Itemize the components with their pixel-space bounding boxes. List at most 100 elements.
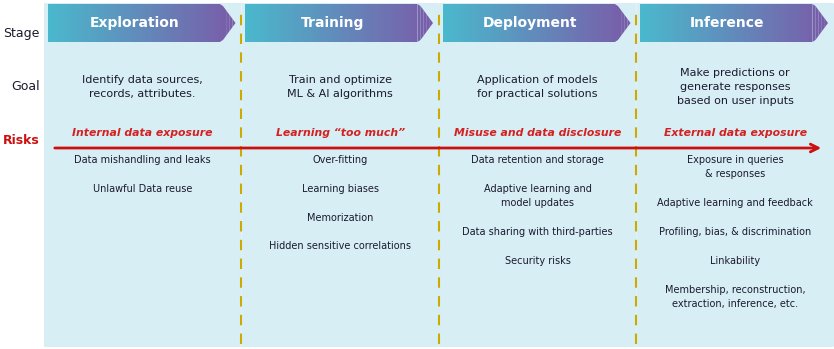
Polygon shape [568,4,571,42]
Polygon shape [386,4,389,42]
Polygon shape [223,6,226,40]
Polygon shape [562,4,565,42]
Polygon shape [571,4,575,42]
Polygon shape [716,4,719,42]
Polygon shape [104,4,108,42]
Polygon shape [796,4,800,42]
Polygon shape [217,4,220,42]
Polygon shape [641,4,644,42]
Polygon shape [201,4,204,42]
Polygon shape [791,4,794,42]
Polygon shape [123,4,126,42]
Polygon shape [534,4,537,42]
Polygon shape [580,4,584,42]
Polygon shape [521,4,525,42]
Polygon shape [268,4,270,42]
Polygon shape [83,4,86,42]
Polygon shape [392,4,395,42]
Text: Train and optimize
ML & AI algorithms: Train and optimize ML & AI algorithms [288,75,393,99]
Polygon shape [627,19,631,27]
Polygon shape [167,4,170,42]
Polygon shape [274,4,277,42]
Text: Internal data exposure: Internal data exposure [73,128,213,138]
Text: Data retention and storage

Adaptive learning and
model updates

Data sharing wi: Data retention and storage Adaptive lear… [462,155,613,266]
Polygon shape [399,4,402,42]
Polygon shape [766,4,769,42]
Polygon shape [108,4,110,42]
Text: Goal: Goal [12,81,40,94]
Polygon shape [67,4,70,42]
Polygon shape [208,4,210,42]
Polygon shape [117,4,120,42]
Polygon shape [505,4,509,42]
Polygon shape [540,4,543,42]
Polygon shape [188,4,192,42]
Polygon shape [587,4,590,42]
Polygon shape [656,4,659,42]
Polygon shape [183,4,185,42]
Polygon shape [185,4,188,42]
Polygon shape [543,4,546,42]
Polygon shape [92,4,95,42]
Polygon shape [646,4,650,42]
Polygon shape [204,4,208,42]
Polygon shape [145,4,148,42]
Polygon shape [264,4,268,42]
Polygon shape [471,4,475,42]
Polygon shape [490,4,493,42]
Polygon shape [450,4,452,42]
Polygon shape [769,4,771,42]
Polygon shape [101,4,104,42]
Polygon shape [417,4,420,42]
Polygon shape [58,4,61,42]
Polygon shape [352,4,355,42]
Polygon shape [113,4,117,42]
Polygon shape [336,4,339,42]
Polygon shape [744,4,746,42]
Polygon shape [361,4,364,42]
Polygon shape [487,4,490,42]
Polygon shape [302,4,305,42]
Polygon shape [816,6,819,40]
Polygon shape [345,4,349,42]
Polygon shape [88,4,92,42]
Text: Learning “too much”: Learning “too much” [276,128,404,138]
Polygon shape [737,4,741,42]
Text: Training: Training [300,16,364,30]
Polygon shape [527,4,530,42]
Polygon shape [694,4,696,42]
Polygon shape [76,4,79,42]
Polygon shape [462,4,465,42]
Polygon shape [650,4,653,42]
Polygon shape [750,4,753,42]
Polygon shape [605,4,609,42]
Polygon shape [584,4,587,42]
Polygon shape [226,10,229,36]
Polygon shape [612,4,615,42]
Polygon shape [825,19,828,27]
Polygon shape [286,4,289,42]
Polygon shape [455,4,459,42]
Polygon shape [160,4,163,42]
Polygon shape [330,4,333,42]
Polygon shape [706,4,709,42]
Polygon shape [138,4,142,42]
Polygon shape [644,4,646,42]
Polygon shape [653,4,656,42]
Polygon shape [759,4,762,42]
Polygon shape [95,4,98,42]
Polygon shape [173,4,176,42]
Polygon shape [320,4,324,42]
Polygon shape [98,4,101,42]
Polygon shape [734,4,737,42]
Polygon shape [812,4,816,42]
Polygon shape [411,4,414,42]
Text: Inference: Inference [690,16,765,30]
Polygon shape [484,4,487,42]
Polygon shape [728,4,731,42]
Polygon shape [515,4,518,42]
Polygon shape [61,4,63,42]
Polygon shape [158,4,160,42]
Polygon shape [142,4,145,42]
Polygon shape [210,4,214,42]
